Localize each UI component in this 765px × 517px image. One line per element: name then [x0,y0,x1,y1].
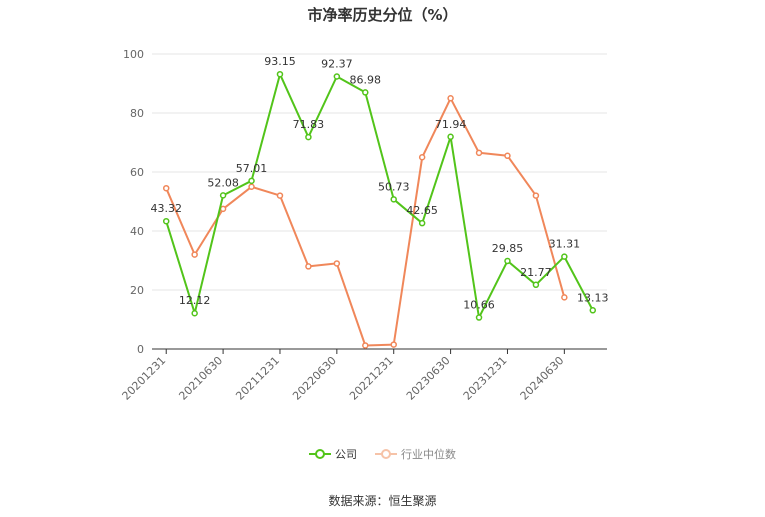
source-note: 数据来源：恒生聚源 [328,494,437,508]
legend-industry-marker-icon [375,449,397,459]
data-label-company: 29.85 [492,242,524,255]
y-tick-label: 40 [130,225,144,238]
data-point-company [305,133,312,141]
series-lines [162,70,597,349]
x-tick-label: 20240630 [518,354,567,403]
data-point-industry-median [418,154,426,161]
data-label-company: 31.31 [549,238,581,251]
data-point-industry-median [532,192,540,199]
data-point-industry-median [333,260,341,267]
data-label-company: 71.94 [435,118,467,131]
data-point-industry-median [191,251,198,258]
data-label-company: 93.15 [264,55,296,68]
data-label-company: 10.66 [463,299,495,312]
x-tick-label: 20221231 [347,354,396,403]
data-point-company [475,314,483,321]
data-point-industry-median [362,342,369,349]
data-point-industry-median [561,294,568,301]
x-tick-label: 20201231 [120,354,169,403]
chart-title: 市净率历史分位（%） [307,6,458,24]
data-label-company: 13.13 [577,291,609,304]
legend-company-label: 公司 [335,448,357,461]
data-point-company [219,192,227,199]
data-point-company [561,253,568,260]
data-point-industry-median [305,263,312,270]
data-point-industry-median [390,341,397,348]
series-line-industry-median [165,97,566,347]
data-point-industry-median [219,205,227,213]
data-point-industry-median [504,152,511,160]
data-point-industry-median [248,183,255,190]
data-point-company [504,257,511,265]
data-point-company [362,89,369,96]
data-point-company [191,309,198,317]
legend-company-marker-icon [309,449,331,459]
data-label-company: 21.77 [520,266,552,279]
x-tick-label: 20230630 [404,354,453,403]
data-point-company [418,219,426,227]
legend-industry-label: 行业中位数 [401,448,456,461]
data-point-company [390,196,397,203]
data-point-company [276,70,284,78]
data-point-company [447,133,454,141]
data-point-company [589,307,597,314]
x-tick-label: 20211231 [233,354,282,403]
y-tick-label: 20 [130,284,144,297]
data-label-company: 92.37 [321,58,353,71]
data-point-industry-median [475,149,483,157]
y-tick-label: 80 [130,107,144,120]
data-point-company [532,281,540,289]
y-tick-label: 100 [123,48,144,61]
y-tick-label: 0 [137,343,144,356]
x-tick-label: 20231231 [461,354,510,403]
data-point-industry-median [276,192,284,199]
data-label-company: 57.01 [236,162,268,175]
data-point-company [333,73,341,80]
data-label-company: 52.08 [207,176,239,189]
series-line-company [165,73,594,319]
data-label-company: 43.32 [150,202,182,215]
data-point-industry-median [447,95,454,102]
x-tick-label: 20220630 [290,354,339,403]
data-point-company [162,217,170,225]
data-point-industry-median [162,184,170,192]
data-label-company: 12.12 [179,294,211,307]
grid-lines [152,53,607,291]
y-tick-label: 60 [130,166,144,179]
data-point-company [248,177,255,185]
data-label-company: 86.98 [350,73,382,86]
data-label-company: 50.73 [378,180,410,193]
data-label-company: 42.65 [406,204,438,217]
legend-item-company[interactable]: 公司 [309,446,357,462]
x-tick-label: 20210630 [176,354,225,403]
legend: 公司 行业中位数 [0,446,765,462]
legend-item-industry-median[interactable]: 行业中位数 [375,446,456,462]
data-label-company: 71.83 [293,118,325,131]
